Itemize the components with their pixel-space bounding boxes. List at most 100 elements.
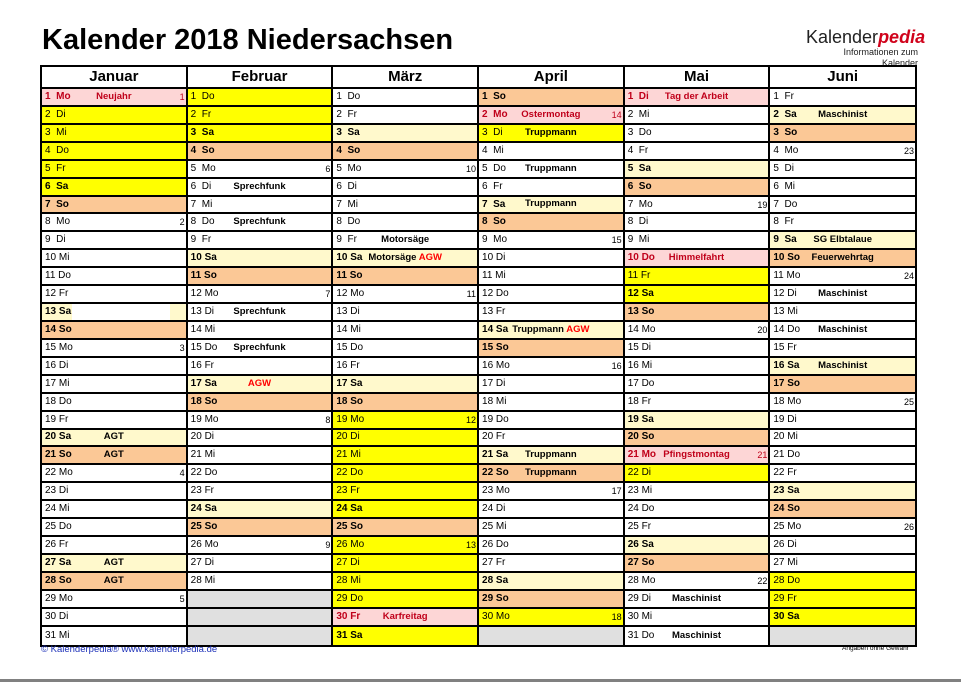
day-cell[interactable]: 10 Sa Motorsäge AGW bbox=[333, 250, 478, 269]
day-cell[interactable]: 3 Di Truppmann bbox=[479, 124, 623, 143]
day-cell[interactable]: 8 Fr bbox=[770, 214, 916, 233]
day-cell[interactable]: 6 Fr bbox=[479, 178, 623, 197]
day-cell[interactable]: 30 Mi bbox=[624, 608, 769, 627]
day-cell[interactable]: 31 Mi bbox=[42, 626, 186, 645]
day-cell[interactable]: 30 Fr Karfreitag bbox=[333, 608, 478, 627]
day-cell[interactable]: 19 Do bbox=[479, 411, 623, 430]
day-cell[interactable]: 26 Sa bbox=[624, 537, 769, 555]
day-cell[interactable]: 4 So bbox=[187, 142, 332, 161]
day-cell[interactable]: 26 Mo 9 bbox=[187, 537, 332, 555]
day-cell[interactable]: 4 Mi bbox=[479, 142, 623, 161]
day-cell[interactable]: 14 Do Maschinist bbox=[770, 321, 916, 340]
day-cell[interactable]: 5 Do Truppmann bbox=[479, 160, 623, 179]
day-cell[interactable]: 15 Di bbox=[624, 339, 769, 358]
day-cell[interactable]: 25 Mi bbox=[479, 519, 623, 538]
day-cell[interactable]: 27 Mi bbox=[770, 554, 916, 573]
day-cell[interactable]: 7 Mi bbox=[187, 196, 332, 215]
day-cell[interactable]: 9 Di bbox=[42, 232, 186, 251]
day-cell[interactable]: 16 Fr bbox=[333, 357, 478, 376]
day-cell[interactable]: 29 Do bbox=[333, 590, 478, 609]
day-cell[interactable]: 21 Mi bbox=[333, 447, 478, 466]
day-cell[interactable]: 21 So AGT bbox=[42, 447, 186, 466]
day-cell[interactable]: 8 Do Sprechfunk bbox=[187, 214, 332, 233]
day-cell[interactable]: 11 Mo 24 bbox=[770, 268, 916, 287]
day-cell[interactable]: 14 Mo 20 bbox=[624, 321, 769, 340]
day-cell[interactable]: 14 So bbox=[42, 321, 186, 340]
day-cell[interactable]: 22 Mo 4 bbox=[42, 465, 186, 484]
day-cell[interactable]: 1 Di Tag der Arbeit bbox=[624, 89, 769, 107]
day-cell[interactable]: 20 Di bbox=[333, 429, 478, 448]
day-cell[interactable]: 14 Sa Truppmann AGW bbox=[479, 321, 623, 340]
day-cell[interactable]: 11 Mi bbox=[479, 268, 623, 287]
day-cell[interactable]: 23 Mo 17 bbox=[479, 483, 623, 502]
day-cell[interactable]: 21 Sa Truppmann bbox=[479, 447, 623, 466]
day-cell[interactable]: 12 Mo 11 bbox=[333, 286, 478, 305]
day-cell[interactable]: 29 Di Maschinist bbox=[624, 590, 769, 609]
day-cell[interactable]: 24 Mi bbox=[42, 501, 186, 520]
day-cell[interactable]: 25 So bbox=[333, 519, 478, 538]
day-cell[interactable]: 21 Mo Pfingstmontag 21 bbox=[624, 447, 769, 466]
day-cell[interactable]: 18 So bbox=[333, 393, 478, 412]
day-cell[interactable]: 3 So bbox=[770, 124, 916, 143]
day-cell[interactable]: 22 So Truppmann bbox=[479, 465, 623, 484]
day-cell[interactable]: 26 Do bbox=[479, 537, 623, 555]
day-cell[interactable]: 30 Mo 18 bbox=[479, 608, 623, 627]
day-cell[interactable]: 13 Fr bbox=[479, 304, 623, 322]
day-cell[interactable]: 1 Do bbox=[187, 89, 332, 107]
day-cell[interactable]: 23 Mi bbox=[624, 483, 769, 502]
day-cell[interactable]: 16 Mi bbox=[624, 357, 769, 376]
day-cell[interactable]: 11 So bbox=[187, 268, 332, 287]
day-cell[interactable]: 23 Di bbox=[42, 483, 186, 502]
day-cell[interactable]: 18 Mo 25 bbox=[770, 393, 916, 412]
day-cell[interactable]: 9 Sa SG Elbtalaue bbox=[770, 232, 916, 251]
day-cell[interactable]: 29 Mo 5 bbox=[42, 590, 186, 609]
day-cell[interactable]: 20 Mi bbox=[770, 429, 916, 448]
day-cell[interactable]: 5 Mo 6 bbox=[187, 160, 332, 179]
copyright-link[interactable]: © Kalenderpedia® www.kalenderpedia.de bbox=[41, 644, 218, 655]
day-cell[interactable]: 28 Do bbox=[770, 572, 916, 591]
day-cell[interactable]: 5 Fr bbox=[42, 160, 186, 179]
day-cell[interactable]: 25 Do bbox=[42, 519, 186, 538]
day-cell[interactable]: 1 Do bbox=[333, 89, 478, 107]
day-cell[interactable]: 12 Di Maschinist bbox=[770, 286, 916, 305]
day-cell[interactable]: 3 Mi bbox=[42, 124, 186, 143]
day-cell[interactable]: 27 Fr bbox=[479, 554, 623, 573]
day-cell[interactable]: 11 So bbox=[333, 268, 478, 287]
day-cell[interactable]: 9 Mi bbox=[624, 232, 769, 251]
day-cell[interactable]: 19 Fr bbox=[42, 411, 186, 430]
day-cell[interactable]: 8 Di bbox=[624, 214, 769, 233]
kalenderpedia-logo[interactable]: Kalenderpedia Informationen zum Kalender bbox=[806, 28, 925, 69]
day-cell[interactable]: 14 Mi bbox=[333, 321, 478, 340]
day-cell[interactable]: 10 Di bbox=[479, 250, 623, 269]
day-cell[interactable]: 25 Fr bbox=[624, 519, 769, 538]
day-cell[interactable]: 7 Sa Truppmann bbox=[479, 196, 623, 215]
day-cell[interactable]: 11 Fr bbox=[624, 268, 769, 287]
day-cell[interactable]: 28 Mi bbox=[333, 572, 478, 591]
day-cell[interactable]: 16 Mo 16 bbox=[479, 357, 623, 376]
day-cell[interactable]: 20 So bbox=[624, 429, 769, 448]
day-cell[interactable]: 13 Mi bbox=[770, 304, 916, 322]
day-cell[interactable]: 20 Fr bbox=[479, 429, 623, 448]
day-cell[interactable]: 18 Do bbox=[42, 393, 186, 412]
day-cell[interactable]: 22 Do bbox=[333, 465, 478, 484]
day-cell[interactable]: 17 Sa bbox=[333, 375, 478, 394]
day-cell[interactable]: 2 Mi bbox=[624, 106, 769, 125]
day-cell[interactable]: 17 Sa AGW bbox=[187, 375, 332, 394]
day-cell[interactable]: 12 Do bbox=[479, 286, 623, 305]
day-cell[interactable]: 2 Fr bbox=[187, 106, 332, 125]
day-cell[interactable]: 26 Di bbox=[770, 537, 916, 555]
day-cell[interactable]: 24 Do bbox=[624, 501, 769, 520]
day-cell[interactable]: 9 Fr bbox=[187, 232, 332, 251]
day-cell[interactable]: 30 Di bbox=[42, 608, 186, 627]
day-cell[interactable]: 6 Mi bbox=[770, 178, 916, 197]
day-cell[interactable]: 22 Fr bbox=[770, 465, 916, 484]
day-cell[interactable]: 18 Mi bbox=[479, 393, 623, 412]
day-cell[interactable]: 15 So bbox=[479, 339, 623, 358]
day-cell[interactable]: 23 Sa bbox=[770, 483, 916, 502]
day-cell[interactable]: 21 Do bbox=[770, 447, 916, 466]
day-cell[interactable]: 20 Sa AGT bbox=[42, 429, 186, 448]
day-cell[interactable]: 27 Di bbox=[333, 554, 478, 573]
day-cell[interactable]: 18 Fr bbox=[624, 393, 769, 412]
day-cell[interactable]: 9 Fr Motorsäge bbox=[333, 232, 478, 251]
day-cell[interactable]: 13 Di Sprechfunk bbox=[187, 304, 332, 322]
